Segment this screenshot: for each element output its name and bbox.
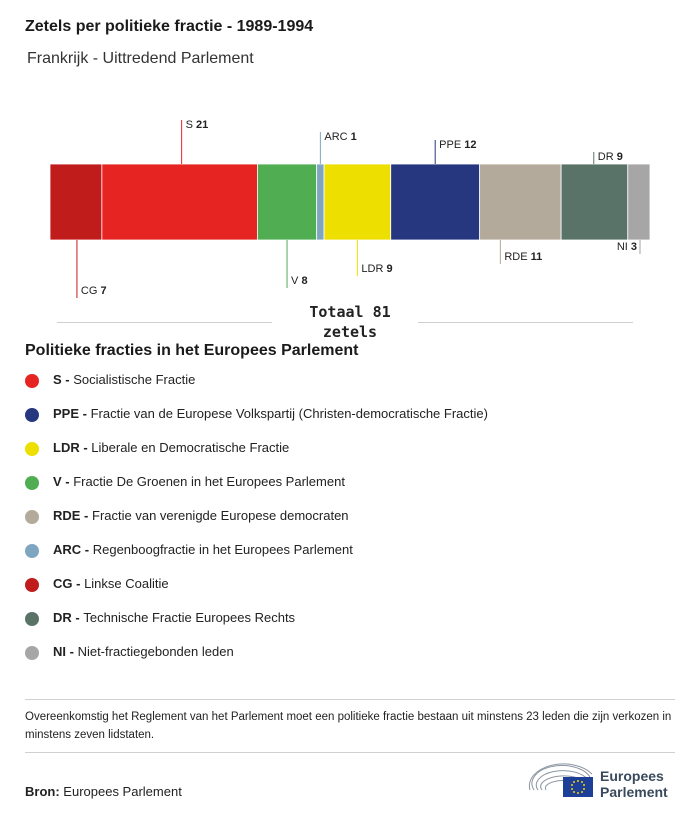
legend-swatch bbox=[25, 612, 39, 626]
bar-segment-ni bbox=[627, 163, 651, 241]
legend-swatch bbox=[25, 408, 39, 422]
chart-title: Zetels per politieke fractie - 1989-1994 bbox=[25, 18, 314, 35]
data-label-rde: RDE 11 bbox=[504, 251, 542, 263]
bar-segment-ldr bbox=[323, 163, 392, 241]
legend-swatch bbox=[25, 578, 39, 592]
legend-label: NI - Niet-fractiegebonden leden bbox=[53, 644, 234, 659]
legend-code: ARC - bbox=[53, 542, 93, 557]
legend-name: Fractie De Groenen in het Europees Parle… bbox=[73, 474, 345, 489]
data-label-s: S 21 bbox=[186, 119, 209, 131]
bar-segment-s bbox=[101, 163, 258, 241]
stacked-seat-bar-chart: CG 7 S 21 V 8 ARC 1 LDR 9 PPE 12 RDE 11 DR 9 NI … bbox=[49, 119, 651, 298]
legend-swatch bbox=[25, 544, 39, 558]
legend-code: NI - bbox=[53, 644, 78, 659]
footnote: Overeenkomstig het Reglement van het Par… bbox=[25, 711, 672, 741]
legend-label: LDR - Liberale en Democratische Fractie bbox=[53, 440, 289, 455]
legend-label: CG - Linkse Coalitie bbox=[53, 576, 169, 591]
bar-segment-dr bbox=[560, 163, 629, 241]
legend-name: Fractie van verenigde Europese democrate… bbox=[92, 508, 349, 523]
legend-swatch bbox=[25, 476, 39, 490]
total-seats: Totaal 81 zetels bbox=[290, 302, 410, 342]
data-label-dr: DR 9 bbox=[598, 151, 623, 163]
divider-top bbox=[25, 699, 675, 700]
chart-subtitle: Frankrijk - Uittredend Parlement bbox=[27, 50, 254, 67]
legend-label: DR - Technische Fractie Europees Rechts bbox=[53, 610, 295, 625]
legend-code: CG - bbox=[53, 576, 85, 591]
legend-code: V - bbox=[53, 474, 74, 489]
data-label-arc: ARC 1 bbox=[324, 131, 356, 143]
source: Bron: Europees Parlement bbox=[25, 784, 182, 799]
total-seats-line1: Totaal 81 bbox=[309, 303, 391, 321]
logo-text-line2: Parlement bbox=[600, 784, 668, 800]
legend-name: Fractie van de Europese Volkspartij (Chr… bbox=[90, 406, 488, 421]
legend-label: RDE - Fractie van verenigde Europese dem… bbox=[53, 508, 349, 523]
total-seats-line2: zetels bbox=[322, 323, 378, 341]
legend-code: LDR - bbox=[53, 440, 92, 455]
legend-code: DR - bbox=[53, 610, 84, 625]
data-label-ldr: LDR 9 bbox=[361, 263, 392, 275]
european-parliament-logo bbox=[528, 763, 593, 797]
legend-title: Politieke fracties in het Europees Parle… bbox=[25, 342, 359, 359]
legend-code: PPE - bbox=[53, 406, 91, 421]
legend-swatch bbox=[25, 374, 39, 388]
legend-label: ARC - Regenboogfractie in het Europees P… bbox=[53, 542, 353, 557]
legend-label: S - Socialistische Fractie bbox=[53, 372, 195, 387]
bar-segment-v bbox=[257, 163, 318, 241]
data-label-ni: NI 3 bbox=[617, 241, 637, 253]
data-label-ppe: PPE 12 bbox=[439, 139, 476, 151]
data-label-v: V 8 bbox=[291, 275, 308, 287]
legend-name: Niet-fractiegebonden leden bbox=[77, 644, 234, 659]
legend-name: Socialistische Fractie bbox=[73, 372, 196, 387]
bar-segment-rde bbox=[479, 163, 562, 241]
total-divider-right bbox=[418, 322, 633, 323]
logo-text: Europees Parlement bbox=[600, 768, 668, 800]
divider-bottom bbox=[25, 752, 675, 753]
legend-swatch bbox=[25, 442, 39, 456]
data-label-cg: CG 7 bbox=[81, 285, 107, 297]
source-label: Bron: bbox=[25, 784, 60, 799]
legend-code: RDE - bbox=[53, 508, 92, 523]
bar-segment-cg bbox=[49, 163, 103, 241]
legend-name: Linkse Coalitie bbox=[84, 576, 169, 591]
legend-swatch bbox=[25, 646, 39, 660]
legend-label: V - Fractie De Groenen in het Europees P… bbox=[53, 474, 345, 489]
logo-text-line1: Europees bbox=[600, 768, 664, 784]
source-value: Europees Parlement bbox=[63, 784, 182, 799]
bar-segment-ppe bbox=[390, 163, 481, 241]
bar-segment-arc bbox=[316, 163, 325, 241]
legend-label: PPE - Fractie van de Europese Volksparti… bbox=[53, 406, 488, 421]
legend-name: Regenboogfractie in het Europees Parleme… bbox=[92, 542, 353, 557]
legend-name: Technische Fractie Europees Rechts bbox=[83, 610, 296, 625]
total-divider-left bbox=[57, 322, 272, 323]
legend-swatch bbox=[25, 510, 39, 524]
legend-code: S - bbox=[53, 372, 74, 387]
legend-name: Liberale en Democratische Fractie bbox=[91, 440, 290, 455]
